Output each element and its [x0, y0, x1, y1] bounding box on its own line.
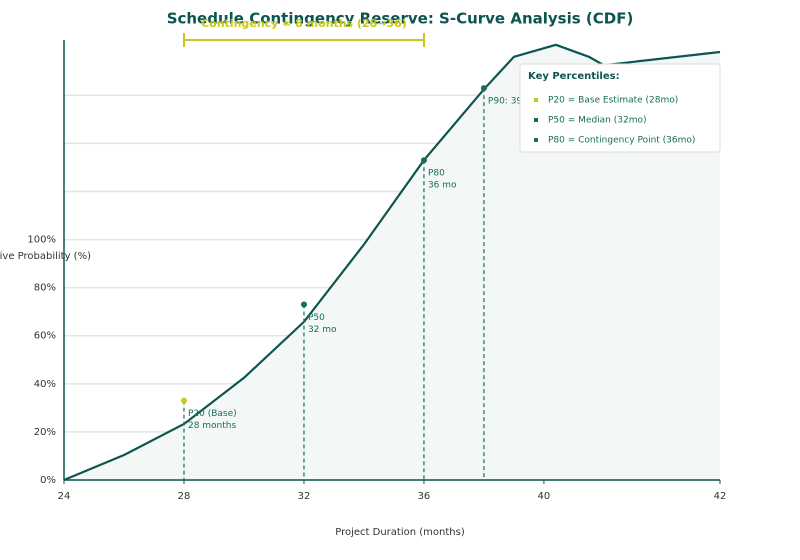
percentile-label: P20 (Base) — [188, 409, 237, 419]
x-tick-label: 32 — [298, 491, 311, 502]
x-tick-label: 24 — [58, 491, 71, 502]
legend-swatch — [534, 98, 538, 102]
percentile-point — [180, 397, 187, 404]
x-tick-label: 28 — [178, 491, 191, 502]
legend-swatch — [534, 138, 538, 142]
percentile-label: 28 months — [188, 421, 237, 431]
x-tick-label: 36 — [418, 491, 431, 502]
percentile-label: P50 — [308, 313, 325, 323]
y-tick-label: 60% — [34, 331, 56, 342]
legend-swatch — [534, 118, 538, 122]
percentile-point — [300, 301, 307, 308]
percentile-label: P90: 39 — [488, 97, 522, 107]
legend-label: P50 = Median (32mo) — [548, 116, 647, 126]
contingency-label: Contingency = 8 months (28→36) — [201, 17, 407, 30]
x-tick-label: 40 — [538, 491, 551, 502]
percentile-point — [420, 157, 427, 164]
area-fill — [64, 44, 720, 481]
x-axis-label: Project Duration (months) — [335, 527, 465, 538]
percentile-label: 32 mo — [308, 325, 337, 335]
y-tick-label: 40% — [34, 379, 56, 390]
chart-title: Schedule Contingency Reserve: S-Curve An… — [167, 10, 634, 28]
percentile-point — [480, 85, 487, 92]
y-axis-label: Cumulative Probability (%) — [0, 251, 91, 262]
y-tick-label: 20% — [34, 427, 56, 438]
y-tick-label: 100% — [27, 235, 56, 246]
legend-title: Key Percentiles: — [528, 71, 620, 82]
percentile-label: 36 mo — [428, 181, 457, 191]
legend-label: P80 = Contingency Point (36mo) — [548, 136, 695, 146]
percentile-label: P80 — [428, 169, 445, 179]
legend-label: P20 = Base Estimate (28mo) — [548, 96, 678, 106]
x-tick-label: 42 — [714, 491, 727, 502]
y-tick-label: 0% — [40, 475, 56, 486]
y-tick-label: 80% — [34, 283, 56, 294]
legend-box — [519, 63, 721, 153]
